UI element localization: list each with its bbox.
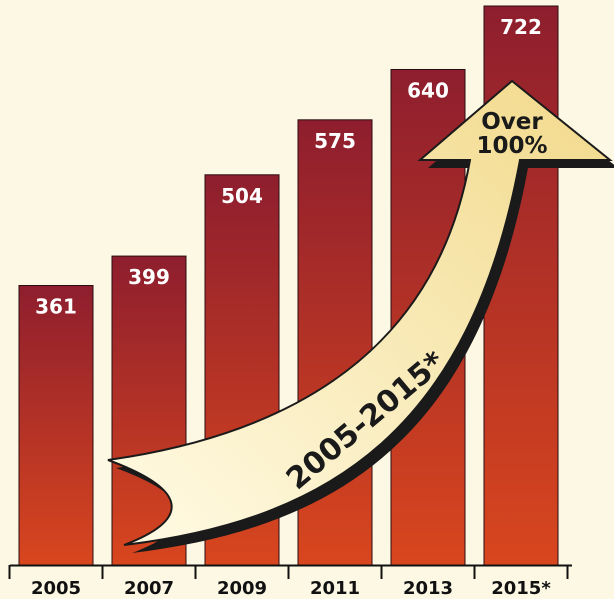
bar-value-label: 504 (221, 184, 263, 208)
bar-value-label: 640 (407, 78, 449, 102)
bar-value-label: 399 (128, 265, 170, 289)
bar-2005 (18, 285, 94, 566)
x-tick-labels: 2005 2007 2009 2011 2013 2015* (31, 578, 551, 599)
growth-arrow-body (107, 79, 613, 546)
x-tick-label: 2013 (403, 578, 453, 599)
x-tick-label: 2015* (491, 578, 551, 599)
arrow-tip-line2: 100% (476, 133, 547, 159)
bar-value-label: 722 (500, 15, 542, 39)
bar-value-label: 361 (35, 295, 77, 319)
x-tick-label: 2007 (124, 578, 174, 599)
bar-value-label: 575 (314, 129, 356, 153)
bar-value-labels: 361 399 504 575 640 722 (35, 15, 542, 319)
x-tick-label: 2011 (310, 578, 360, 599)
x-tick-label: 2005 (31, 578, 81, 599)
arrow-tip-line1: Over (481, 109, 543, 135)
x-axis (8, 564, 572, 579)
x-tick-label: 2009 (217, 578, 267, 599)
